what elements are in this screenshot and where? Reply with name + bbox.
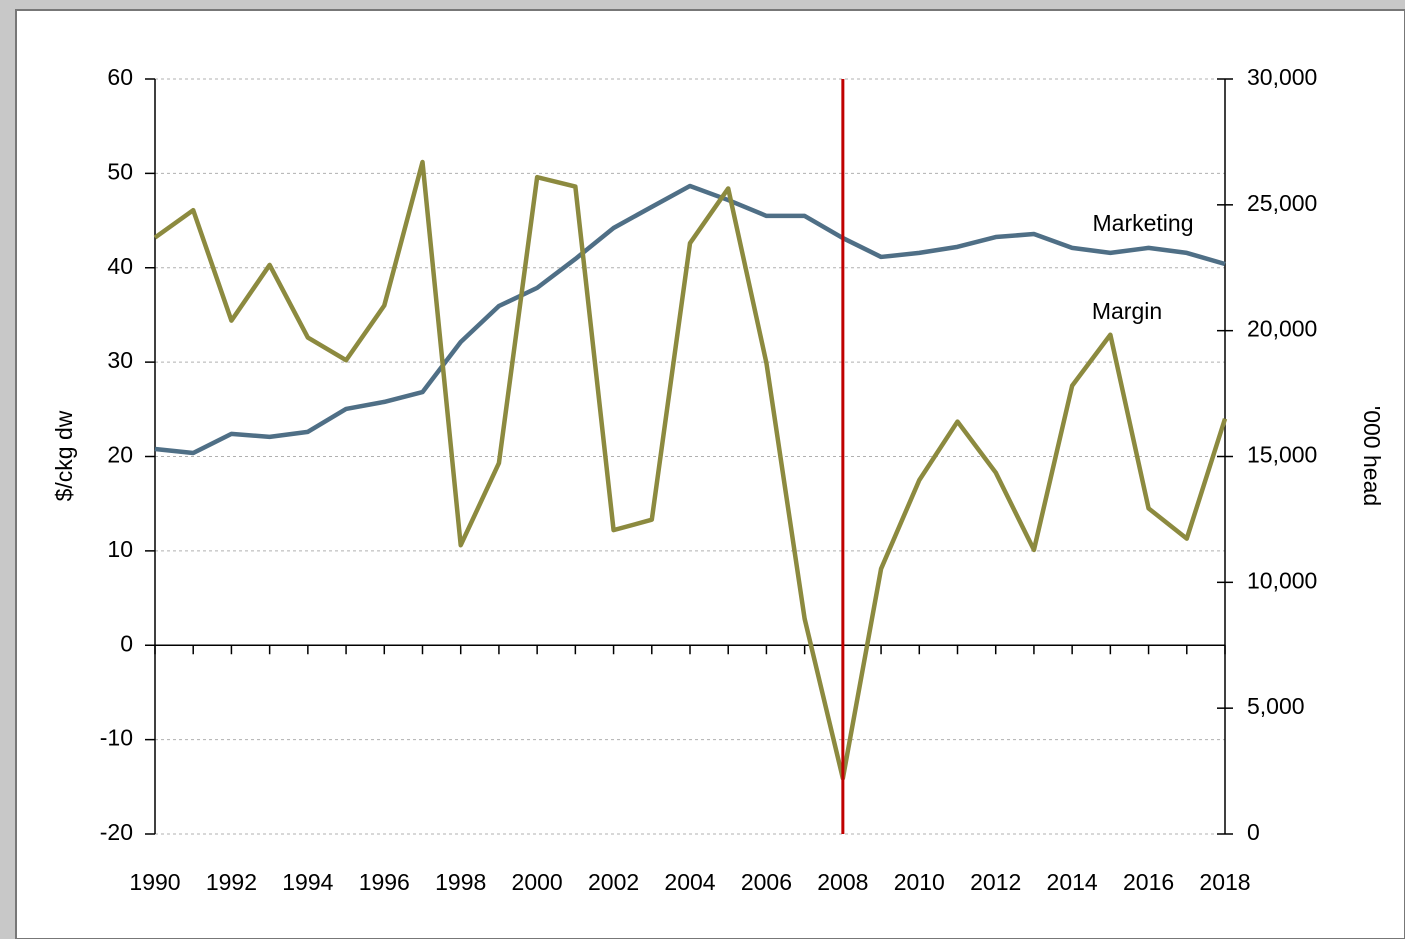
y-axis-label: $/ckg dw	[51, 410, 77, 501]
y2-tick-label: 10,000	[1247, 567, 1317, 593]
chart-area	[15, 9, 1405, 940]
y-tick-label: 60	[107, 64, 133, 90]
series-line	[154, 183, 1226, 456]
y2-axis-label: '000 head	[1359, 406, 1385, 506]
x-tick-label: 2004	[664, 869, 715, 895]
series-label: Marketing	[1093, 210, 1194, 236]
y2-tick-label: 0	[1247, 819, 1260, 845]
y-tick-label: 30	[107, 347, 133, 373]
x-tick-label: 2012	[970, 869, 1021, 895]
x-tick-label: 2000	[512, 869, 563, 895]
x-tick-label: 2006	[741, 869, 792, 895]
series-line	[153, 159, 1228, 781]
y2-tick-label: 25,000	[1247, 190, 1317, 216]
x-tick-label: 1994	[282, 869, 333, 895]
series-label: Margin	[1092, 298, 1162, 324]
x-tick-label: 1996	[359, 869, 410, 895]
y2-tick-label: 15,000	[1247, 442, 1317, 468]
x-tick-label: 2010	[894, 869, 945, 895]
x-tick-label: 1998	[435, 869, 486, 895]
y-tick-label: 10	[107, 536, 133, 562]
x-tick-label: 2014	[1047, 869, 1098, 895]
y2-tick-label: 20,000	[1247, 316, 1317, 342]
x-tick-label: 2002	[588, 869, 639, 895]
y-tick-label: 20	[107, 442, 133, 468]
y-tick-label: 40	[107, 253, 133, 279]
x-tick-label: 2008	[817, 869, 868, 895]
y-tick-label: 50	[107, 158, 133, 184]
y-tick-label: -10	[100, 725, 133, 751]
x-tick-label: 2016	[1123, 869, 1174, 895]
x-tick-label: 1992	[206, 869, 257, 895]
x-tick-label: 2018	[1199, 869, 1250, 895]
x-tick-label: 1990	[129, 869, 180, 895]
y-tick-label: -20	[100, 819, 133, 845]
y-tick-label: 0	[120, 630, 133, 656]
y2-tick-label: 5,000	[1247, 693, 1305, 719]
y2-tick-label: 30,000	[1247, 64, 1317, 90]
